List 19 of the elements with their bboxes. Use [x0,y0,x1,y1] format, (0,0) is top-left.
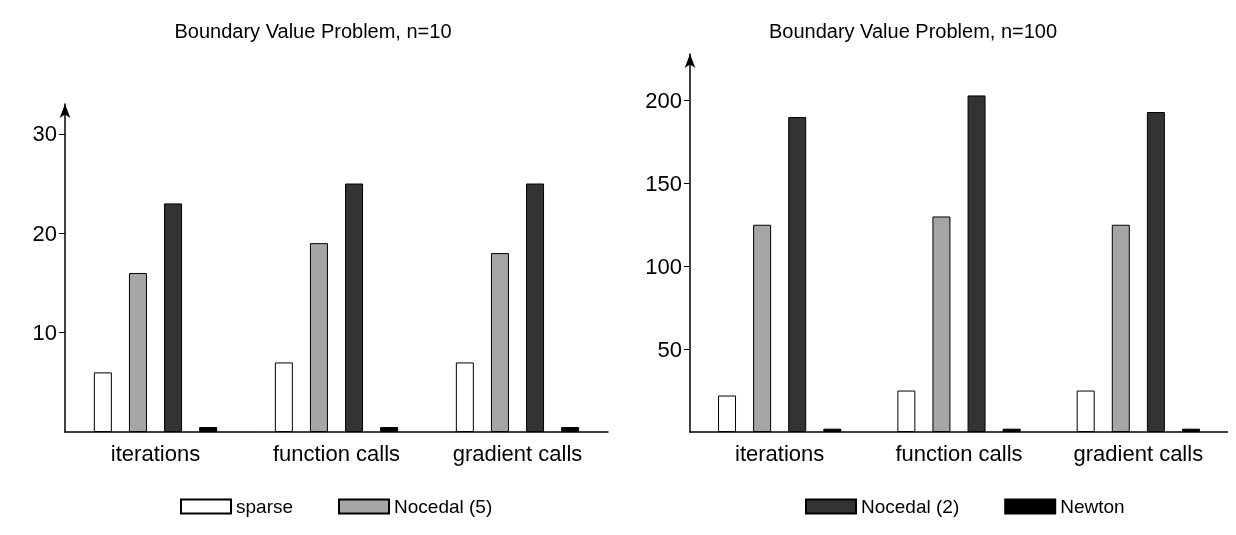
y-tick-label: 100 [645,253,682,279]
chart-title: Boundary Value Problem, n=100 [768,20,1058,42]
legend-label: Nocedal (5) [394,496,493,517]
y-tick-label: 200 [645,87,682,113]
y-tick-label: 150 [645,170,682,196]
legend-label: Nocedal (2) [861,496,960,517]
y-tick-label: 30 [32,121,57,147]
legend-label: sparse [236,496,294,517]
legend-label: Newton [1060,496,1125,517]
x-tick-label: gradient calls [1073,440,1204,466]
x-tick-label: function calls [895,440,1023,466]
x-tick-label: function calls [272,440,401,466]
x-tick-label: gradient calls [452,440,583,466]
y-tick-label: 10 [32,320,57,346]
y-tick-label: 20 [32,220,57,246]
y-tick-label: 50 [657,336,682,362]
x-tick-label: iterations [735,440,825,466]
x-tick-label: iterations [110,440,201,466]
chart-title: Boundary Value Problem, n=10 [174,20,452,42]
